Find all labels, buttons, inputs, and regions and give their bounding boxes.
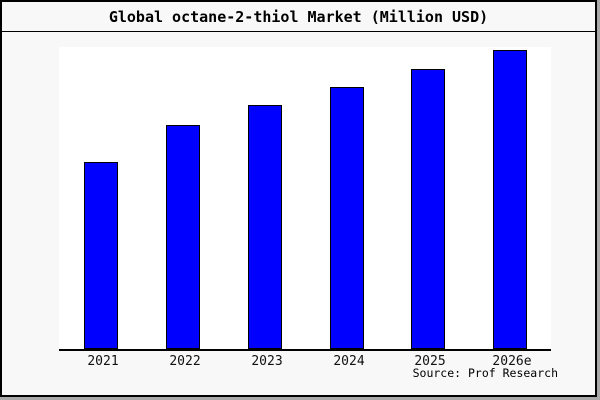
bar-2021 xyxy=(84,162,118,349)
x-tick-label-2022: 2022 xyxy=(169,354,201,369)
bar-2023 xyxy=(248,105,282,349)
bar-2026e xyxy=(493,50,527,349)
bar-2022 xyxy=(166,125,200,349)
bar-2024 xyxy=(330,87,364,349)
x-tick-label-2025: 2025 xyxy=(414,354,446,369)
x-tick-label-2024: 2024 xyxy=(333,354,365,369)
chart-title-bar: Global octane-2-thiol Market (Million US… xyxy=(2,2,595,32)
plot-area xyxy=(59,47,551,351)
x-tick-label-2023: 2023 xyxy=(251,354,283,369)
x-tick-label-2021: 2021 xyxy=(87,354,119,369)
chart-title: Global octane-2-thiol Market (Million US… xyxy=(108,7,489,26)
source-attribution: Source: Prof Research xyxy=(412,366,558,380)
bar-2025 xyxy=(411,69,445,349)
x-tick-label-2026e: 2026e xyxy=(492,354,532,369)
